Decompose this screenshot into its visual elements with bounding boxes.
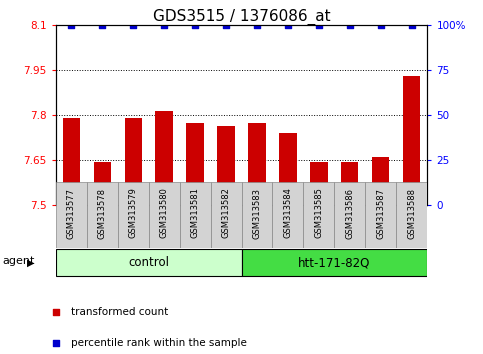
Bar [366, 182, 397, 248]
Text: GSM313579: GSM313579 [128, 188, 138, 239]
Bar [156, 110, 172, 205]
Text: GSM313581: GSM313581 [190, 188, 199, 239]
Bar [242, 182, 272, 248]
Text: percentile rank within the sample: percentile rank within the sample [71, 338, 247, 348]
Point [284, 22, 292, 28]
Point [67, 22, 75, 28]
Text: GSM313587: GSM313587 [376, 188, 385, 239]
Text: agent: agent [2, 256, 35, 266]
Text: GSM313585: GSM313585 [314, 188, 324, 239]
Bar [372, 157, 389, 205]
Text: ▶: ▶ [27, 258, 34, 268]
Point [222, 22, 230, 28]
Text: control: control [128, 256, 169, 269]
Point [129, 22, 137, 28]
Title: GDS3515 / 1376086_at: GDS3515 / 1376086_at [153, 8, 330, 25]
Bar [117, 182, 149, 248]
Text: GSM313586: GSM313586 [345, 188, 355, 239]
Point [346, 22, 354, 28]
Text: transformed count: transformed count [71, 307, 169, 317]
Bar [56, 182, 86, 248]
Point [160, 22, 168, 28]
Bar [217, 126, 235, 205]
Bar [341, 162, 358, 205]
Text: GSM313583: GSM313583 [253, 188, 261, 239]
Point [315, 22, 323, 28]
Text: htt-171-82Q: htt-171-82Q [298, 256, 370, 269]
Text: GSM313580: GSM313580 [159, 188, 169, 239]
Point [408, 22, 416, 28]
Point [253, 22, 261, 28]
Bar [272, 182, 303, 248]
Bar [334, 182, 366, 248]
Bar [56, 249, 242, 276]
Point [191, 22, 199, 28]
Bar [311, 162, 327, 205]
Bar [211, 182, 242, 248]
Point [98, 22, 106, 28]
Bar [86, 182, 117, 248]
Bar [397, 182, 427, 248]
Text: GSM313577: GSM313577 [67, 188, 75, 239]
Bar [186, 122, 203, 205]
Bar [242, 249, 427, 276]
Text: GSM313588: GSM313588 [408, 188, 416, 239]
Point [327, 227, 334, 232]
Bar [125, 118, 142, 205]
Bar [94, 162, 111, 205]
Bar [303, 182, 334, 248]
Bar [280, 133, 297, 205]
Text: GSM313582: GSM313582 [222, 188, 230, 239]
Point [377, 22, 385, 28]
Bar [248, 122, 266, 205]
Bar [403, 76, 421, 205]
Bar [62, 118, 80, 205]
Text: GSM313578: GSM313578 [98, 188, 107, 239]
Text: GSM313584: GSM313584 [284, 188, 293, 239]
Bar [180, 182, 211, 248]
Bar [149, 182, 180, 248]
